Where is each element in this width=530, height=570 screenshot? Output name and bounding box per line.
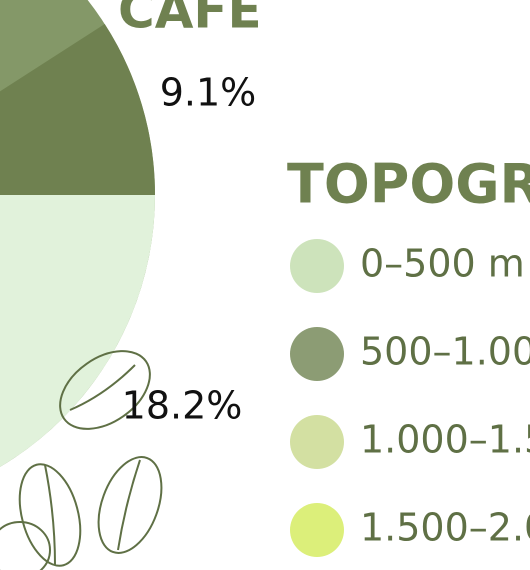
legend-label: 500–1.00 bbox=[360, 330, 530, 374]
legend-label: 1.000–1.5 bbox=[360, 418, 530, 462]
data-label: 9.1% bbox=[160, 71, 257, 115]
page: {"chart_data": {"type": "pie", "title": … bbox=[0, 0, 530, 570]
legend-title: TOPOGR bbox=[287, 153, 530, 216]
legend: 0–500 m 500–1.00 1.000–1.5 1.500–2.0 bbox=[290, 239, 530, 557]
legend-label: 1.500–2.0 bbox=[360, 506, 530, 550]
pie-slice bbox=[0, 195, 155, 483]
chart: CAFE TOPOGR 0–500 m 500–1.00 1.000–1.5 1.50… bbox=[0, 0, 530, 570]
legend-swatch bbox=[290, 415, 344, 469]
legend-swatch bbox=[290, 503, 344, 557]
legend-label: 0–500 m bbox=[360, 242, 525, 286]
legend-swatch bbox=[290, 327, 344, 381]
data-label: 18.2% bbox=[122, 384, 243, 428]
legend-swatch bbox=[290, 239, 344, 293]
chart-title: CAFE bbox=[118, 0, 262, 40]
